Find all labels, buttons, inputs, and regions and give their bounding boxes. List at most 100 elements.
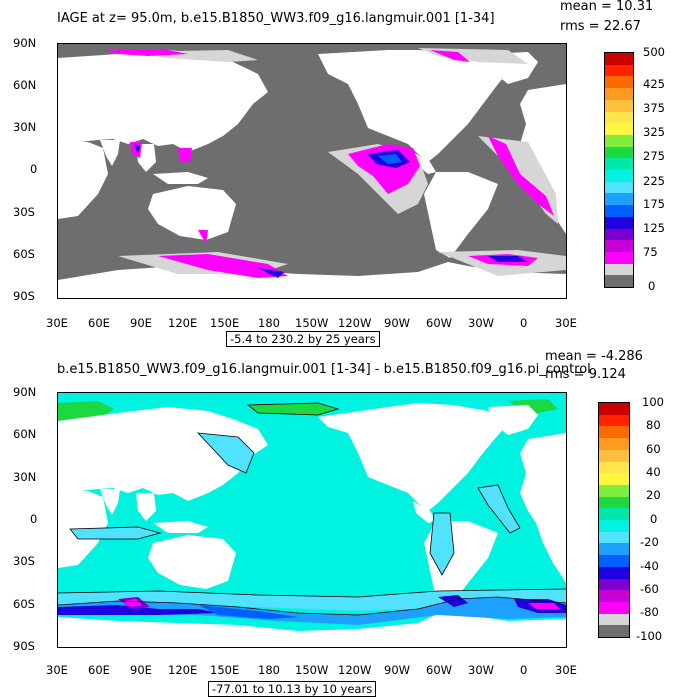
panel2-lat-90s: 90S (13, 639, 35, 653)
panel1-colorbar-swatch (605, 88, 633, 100)
panel2-colorbar-swatch (599, 531, 629, 544)
panel1-colorbar (604, 52, 634, 288)
panel2-lon-90e: 90E (130, 663, 152, 677)
panel2-colorbar-label: 0 (650, 512, 658, 526)
panel2-colorbar-label: 80 (646, 418, 661, 432)
panel2-lat-60n: 60N (13, 427, 37, 441)
panel1-colorbar-swatch (605, 240, 633, 252)
panel1-lon-60e: 60E (88, 316, 110, 330)
panel2-colorbar-swatch (599, 625, 629, 638)
panel1-colorbar-swatch (605, 263, 633, 276)
panel2-lon-120e: 120E (168, 663, 198, 677)
panel1-colorbar-swatch (605, 111, 633, 124)
panel2-lon-150e: 150E (210, 663, 240, 677)
panel2-colorbar-swatch (599, 566, 629, 579)
panel1-colorbar-label: 275 (643, 149, 665, 163)
panel2-lon-0: 0 (520, 663, 528, 677)
panel2-colorbar-swatch (599, 520, 629, 532)
panel1-colorbar-swatch (605, 170, 633, 182)
panel1-lon-30e: 30E (46, 316, 68, 330)
panel1-lat-60n: 60N (13, 78, 37, 92)
panel1-colorbar-swatch (605, 123, 633, 135)
panel1-lon-60w: 60W (426, 316, 453, 330)
panel1-colorbar-label: 500 (643, 45, 665, 59)
panel2-rms: rms = 9.124 (545, 367, 626, 382)
panel2-colorbar-label: -60 (640, 582, 659, 596)
panel2-colorbar-swatch (599, 414, 629, 427)
panel2-lon-30w: 30W (468, 663, 495, 677)
panel2-lon-60e: 60E (88, 663, 110, 677)
panel1-colorbar-label: 425 (643, 77, 665, 91)
panel1-lat-60s: 60S (13, 247, 35, 261)
panel1-colorbar-swatch (605, 228, 633, 241)
panel2-colorbar-label: -80 (640, 605, 659, 619)
panel1-colorbar-label: 0 (648, 279, 656, 293)
panel1-lon-0: 0 (520, 316, 528, 330)
panel1-colorbar-swatch (605, 76, 633, 89)
panel2-mean: mean = -4.286 (545, 349, 643, 364)
panel2-colorbar-swatch (599, 449, 629, 462)
panel1-colorbar-label: 325 (643, 125, 665, 139)
panel1-lon-150w: 150W (295, 316, 329, 330)
panel2-colorbar-label: 60 (646, 442, 661, 456)
panel1-lon-30e-right: 30E (555, 316, 577, 330)
panel1-colorbar-label: 125 (643, 221, 665, 235)
panel1-lat-30s: 30S (13, 205, 35, 219)
panel1-lat-30n: 30N (13, 120, 37, 134)
panel2-colorbar-label: -20 (640, 535, 659, 549)
panel1-lat-90n: 90N (13, 36, 37, 50)
panel2-lat-0: 0 (30, 512, 38, 526)
panel1-colorbar-swatch (605, 216, 633, 229)
panel1-colorbar-swatch (605, 99, 633, 112)
panel2-colorbar-swatch (599, 426, 629, 439)
panel2-title: b.e15.B1850_WW3.f09_g16.langmuir.001 [1-… (57, 362, 591, 377)
panel1-colorbar-swatch (605, 64, 633, 77)
panel1-lon-30w: 30W (468, 316, 495, 330)
panel2-colorbar-swatch (599, 578, 629, 591)
panel1-colorbar-swatch (605, 181, 633, 194)
panel2-lon-90w: 90W (384, 663, 411, 677)
panel1-colorbar-label: 375 (643, 101, 665, 115)
panel2-colorbar-label: 20 (646, 488, 661, 502)
panel2-colorbar-swatch (599, 438, 629, 450)
panel1-colorbar-label: 75 (643, 245, 658, 259)
panel2-lon-180: 180 (258, 663, 280, 677)
panel1-rms: rms = 22.67 (560, 19, 641, 34)
panel2-lat-60s: 60S (13, 597, 35, 611)
panel1-lat-0: 0 (30, 162, 38, 176)
panel2-colorbar-swatch (599, 613, 629, 626)
panel2-lon-60w: 60W (426, 663, 453, 677)
panel2-range-box: -77.01 to 10.13 by 10 years (208, 681, 377, 697)
panel2-colorbar-swatch (599, 403, 629, 415)
panel1-colorbar-label: 225 (643, 174, 665, 188)
panel1-lon-120w: 120W (338, 316, 372, 330)
panel2-colorbar-swatch (599, 484, 629, 497)
panel2-colorbar-swatch (599, 496, 629, 509)
panel2-map-svg (58, 393, 566, 647)
panel1-lon-180: 180 (258, 316, 280, 330)
panel1-mean: mean = 10.31 (560, 0, 654, 14)
panel2-lat-90n: 90N (13, 385, 37, 399)
panel2-lat-30n: 30N (13, 470, 37, 484)
panel1-range-box: -5.4 to 230.2 by 25 years (226, 331, 380, 347)
panel1-colorbar-swatch (605, 275, 633, 288)
panel2-map (57, 392, 567, 648)
panel1-colorbar-swatch (605, 158, 633, 171)
panel1-colorbar-label: 175 (643, 197, 665, 211)
panel2-colorbar-swatch (599, 473, 629, 485)
panel2-colorbar-swatch (599, 461, 629, 474)
panel1-lon-120e: 120E (168, 316, 198, 330)
panel1-map-svg (58, 44, 566, 298)
panel2-lat-30s: 30S (13, 554, 35, 568)
panel2-lon-150w: 150W (295, 663, 329, 677)
panel2-colorbar-swatch (599, 508, 629, 521)
panel2-colorbar-label: -40 (640, 559, 659, 573)
panel1-colorbar-swatch (605, 53, 633, 65)
panel1-colorbar-swatch (605, 251, 633, 264)
panel1-lon-90w: 90W (384, 316, 411, 330)
panel2-colorbar-swatch (599, 555, 629, 567)
panel2-lon-30e: 30E (46, 663, 68, 677)
panel1-lat-90s: 90S (13, 289, 35, 303)
panel2-colorbar (598, 402, 630, 638)
panel2-colorbar-label: -100 (636, 629, 663, 643)
